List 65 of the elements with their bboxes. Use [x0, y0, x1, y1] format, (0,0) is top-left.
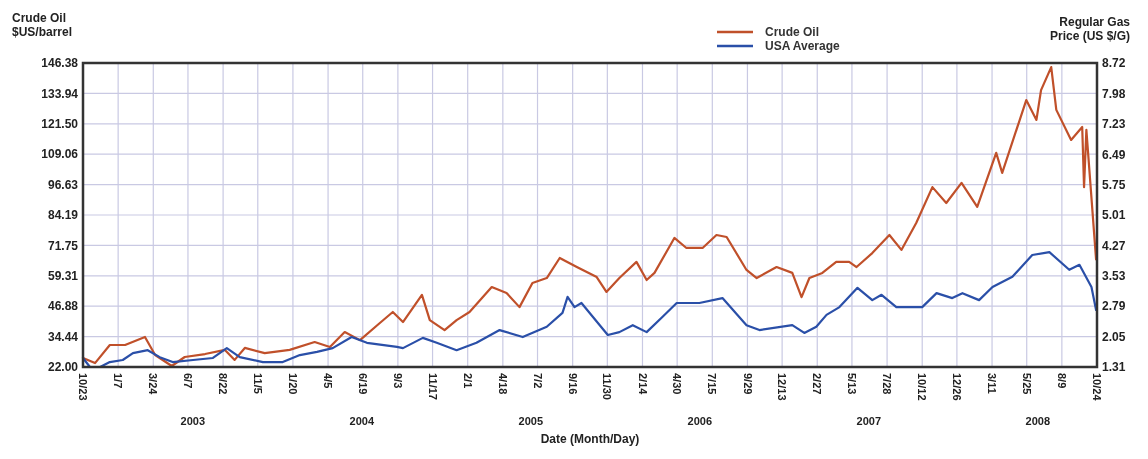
x-tick-label: 9/16 — [566, 373, 579, 395]
y2-tick-label: 5.75 — [1102, 178, 1126, 193]
legend-label: USA Average — [765, 39, 841, 54]
x-tick-label: 10/12 — [916, 373, 929, 401]
x-tick-label: 9/29 — [741, 373, 754, 395]
y-axis-title: Crude Oil $US/barrel — [12, 11, 73, 39]
x-tick-label: 12/26 — [951, 373, 964, 401]
y-tick-label: 46.88 — [47, 299, 79, 314]
x-tick-label: 11/17 — [426, 373, 439, 400]
y-tick-label: 96.63 — [47, 177, 79, 192]
y2-tick-label: 7.98 — [1102, 86, 1126, 101]
x-tick-label: 8/9 — [1056, 373, 1069, 389]
x-tick-label: 7/15 — [706, 373, 719, 395]
text: 2008 — [1025, 415, 1051, 427]
y-tick-label: 59.31 — [47, 269, 79, 284]
x-tick-label: 1/20 — [287, 373, 300, 395]
x-tick-label: 2/14 — [636, 373, 649, 396]
y2-tick-label: 3.53 — [1102, 269, 1126, 284]
text: 2006 — [687, 415, 713, 427]
y2-tick-label: 6.49 — [1102, 147, 1126, 162]
x-tick-label: 3/11 — [986, 373, 999, 394]
y-tick-label: 34.44 — [47, 329, 79, 344]
y-tick-label: 22.00 — [47, 360, 79, 375]
y2-axis-title: Regular Gas Price (US $/G) — [1049, 15, 1131, 43]
text: 2004 — [349, 415, 375, 427]
x-tick-label: 11/30 — [601, 373, 614, 400]
x-tick-label: 3/24 — [147, 373, 160, 396]
x-tick-label: 12/13 — [776, 373, 789, 401]
x-tick-label: 10/23 — [77, 373, 90, 401]
legend-label: Crude Oil — [765, 25, 820, 40]
y2-tick-label: 2.05 — [1102, 329, 1126, 344]
text: 2007 — [856, 415, 882, 427]
x-axis-title: Date (Month/Day) — [540, 432, 640, 446]
x-tick-label: 10/24 — [1091, 373, 1104, 402]
y2-tick-label: 1.31 — [1102, 360, 1126, 375]
x-tick-label: 5/13 — [846, 373, 859, 395]
y-tick-label: 121.50 — [41, 117, 79, 132]
x-tick-label: 4/30 — [671, 373, 684, 395]
y2-tick-label: 5.01 — [1102, 208, 1126, 223]
x-tick-label: 5/25 — [1020, 373, 1033, 395]
y-tick-label: 71.75 — [47, 238, 79, 253]
x-tick-label: 11/5 — [251, 373, 264, 394]
x-tick-label: 7/28 — [881, 373, 894, 395]
text: 2003 — [180, 415, 206, 427]
y2-tick-label: 7.23 — [1102, 117, 1126, 132]
x-tick-label: 7/2 — [531, 373, 544, 389]
x-tick-label: 6/7 — [182, 373, 195, 389]
x-tick-label: 4/18 — [496, 373, 509, 395]
x-tick-label: 9/3 — [392, 373, 405, 389]
y2-tick-label: 2.79 — [1102, 299, 1126, 314]
x-tick-label: 6/19 — [356, 373, 369, 395]
x-tick-label: 8/22 — [217, 373, 230, 395]
y-tick-label: 84.19 — [47, 208, 79, 223]
x-tick-label: 2/1 — [461, 373, 474, 389]
y2-tick-label: 8.72 — [1102, 56, 1126, 71]
line-series — [81, 66, 1098, 368]
text: 2005 — [518, 415, 544, 427]
y2-tick-label: 4.27 — [1102, 238, 1126, 253]
x-tick-label: 1/7 — [112, 373, 125, 389]
line-series — [81, 251, 1098, 369]
y-tick-label: 146.38 — [41, 56, 79, 71]
y-tick-label: 133.94 — [41, 86, 79, 101]
x-tick-label: 2/27 — [811, 373, 824, 395]
x-tick-label: 4/5 — [322, 373, 335, 389]
y-tick-label: 109.06 — [41, 147, 79, 162]
